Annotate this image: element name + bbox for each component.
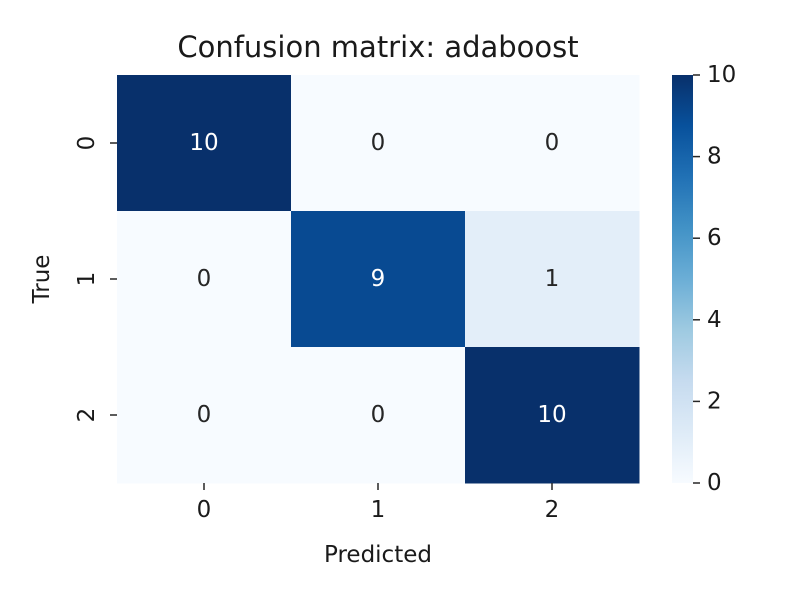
cell-value-2-2: 10	[537, 402, 566, 428]
colorbar-tick-label-0: 0	[707, 470, 722, 496]
colorbar-tick-label-8: 8	[707, 144, 722, 170]
heatmap-cell-1-1	[291, 211, 466, 348]
colorbar-tick-label-6: 6	[707, 225, 722, 251]
chart-title: Confusion matrix: adaboost	[177, 30, 578, 64]
y-tick-label-0: 0	[74, 136, 100, 151]
cell-value-1-1: 9	[371, 266, 386, 292]
cell-value-1-2: 1	[545, 266, 560, 292]
y-tick-label-2: 2	[74, 408, 100, 423]
colorbar-tick-label-10: 10	[707, 62, 736, 88]
heatmap-cell-2-0	[117, 347, 292, 484]
x-axis-ticks: 0 1 2	[197, 483, 560, 523]
heatmap-grid	[117, 75, 640, 484]
heatmap-cell-0-0	[117, 75, 292, 212]
x-tick-label-1: 1	[371, 497, 386, 523]
y-axis-ticks: 0 1 2	[74, 136, 117, 423]
cell-value-2-0: 0	[197, 402, 212, 428]
cell-value-0-1: 0	[371, 130, 386, 156]
cell-value-1-0: 0	[197, 266, 212, 292]
cell-value-0-0: 10	[189, 130, 218, 156]
x-tick-label-0: 0	[197, 497, 212, 523]
heatmap-cell-0-2	[465, 75, 640, 212]
x-tick-label-2: 2	[545, 497, 560, 523]
heatmap-cell-0-1	[291, 75, 466, 212]
colorbar-ticks: 0 2 4 6 8 10	[693, 62, 736, 496]
x-axis-label: Predicted	[324, 542, 432, 568]
y-tick-label-1: 1	[74, 272, 100, 287]
heatmap-cell-2-1	[291, 347, 466, 484]
cell-annotations: 10 0 00 9 10 0 10	[189, 130, 566, 428]
cell-value-2-1: 0	[371, 402, 386, 428]
y-axis-label: True	[29, 255, 55, 305]
heatmap-cell-1-2	[465, 211, 640, 348]
colorbar-tick-label-4: 4	[707, 307, 722, 333]
heatmap-cell-1-0	[117, 211, 292, 348]
heatmap-cell-2-2	[465, 347, 640, 484]
colorbar-tick-label-2: 2	[707, 388, 722, 414]
cell-value-0-2: 0	[545, 130, 560, 156]
colorbar	[672, 75, 693, 483]
